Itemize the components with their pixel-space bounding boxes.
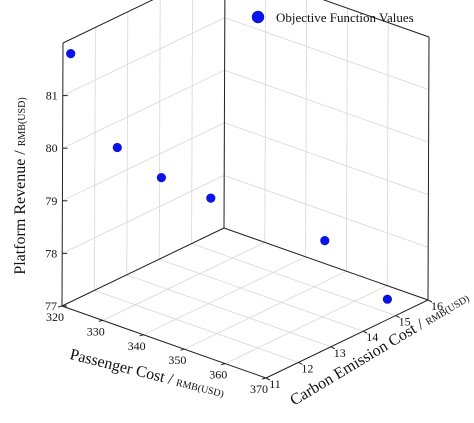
x-tick-label: 330 [87,324,105,338]
grid-line-floor-x [225,285,388,364]
back-floor-edge [61,227,225,307]
x-tick-label: 370 [250,382,268,396]
x-tick-label: 350 [168,353,186,367]
z-axis-title: Platform Revenue / RMB(USD) [12,97,29,274]
grid-line-floor-y [126,274,331,348]
grid-line-sidewall-z [62,69,225,149]
grid-line-backwall-x [264,0,267,243]
back-floor-edge-2 [223,227,429,301]
x-tick-mark [139,334,144,337]
grid-line-floor-x [102,242,265,321]
grid-line-backwall-z [224,17,429,90]
grid-line-backwall-x [345,8,348,272]
x-tick-mark [221,363,226,366]
grid-line-sidewall-y [126,11,129,275]
data-point [382,294,392,304]
grid-line-backwall-z [224,175,429,248]
legend: Objective Function Values [251,10,414,25]
z-axis-unit: RMB(USD) [17,97,28,146]
x-axis-label: Passenger Cost [68,346,167,386]
x-tick-label: 360 [209,368,227,382]
y-tick-label: 14 [366,330,378,344]
z-tick-label: 78 [45,246,57,260]
axis-ticks: 320 330 340 350 360 370 11 12 13 14 15 16 77 78 79 80 81 [45,89,443,396]
z-axis-line [61,42,64,307]
grid-line-floor-x [143,256,306,336]
grid-line-sidewall-y [158,0,161,260]
grid-line-sidewall-z [62,175,225,254]
x-tick-mark [261,377,267,380]
legend-label: Objective Function Values [276,10,414,25]
grid-line-backwall-x [386,22,389,286]
x-tick-mark [180,348,185,351]
y-tick-mark [427,299,433,303]
y-tick-label: 16 [431,299,443,313]
top-back-edge [322,0,430,38]
y-tick-mark [395,315,400,319]
right-vertical-edge [427,36,430,301]
y-tick-mark [362,330,368,334]
y-axis-title: Carbon Emission Cost / RMB(USD) [287,289,472,409]
plot-box [61,0,430,379]
grid-line-sidewall-y [191,0,193,244]
y-tick-mark [330,346,336,350]
data-point [320,236,330,246]
x-axis-line [61,305,267,379]
svg-text:Carbon Emission Cost: Carbon Emission Cost / RMB(USD) [287,289,472,409]
grid-lines [61,0,430,379]
top-left-edge [62,0,154,44]
x-tick-mark [57,305,63,308]
x-tick-mark [98,319,103,322]
grid-line-floor-y [191,243,396,316]
grid-line-floor-y [94,290,299,363]
grid-line-backwall-z [224,69,429,143]
x-tick-label: 340 [128,339,146,353]
z-axis-label: Platform Revenue [12,159,29,275]
y-tick-label: 13 [334,346,346,360]
z-tick-label: 79 [45,194,57,208]
y-tick-mark [298,361,303,365]
y-tick-label: 15 [399,315,411,329]
svg-text:Passenger Cost /: Passenger Cost / RMB(USD) [68,346,226,401]
back-vertical-edge [223,0,226,229]
y-axis-line [265,299,429,379]
x-tick-label: 320 [46,310,64,324]
x-axis-title: Passenger Cost / RMB(USD) [68,346,226,401]
grid-line-sidewall-y [94,27,96,291]
grid-line-backwall-z [224,122,429,196]
data-points [66,49,392,304]
legend-marker [251,10,265,24]
y-tick-label: 12 [301,361,313,375]
y-tick-mark [265,377,271,381]
grid-line-sidewall-z [62,17,225,96]
grid-line-sidewall-z [62,122,225,202]
z-tick-label: 77 [45,299,57,313]
data-point [66,49,76,59]
data-point [156,173,166,183]
data-point [112,142,122,153]
grid-line-floor-x [184,270,347,350]
z-tick-label: 80 [46,141,58,155]
grid-line-floor-y [159,258,364,332]
grid-line-backwall-x [305,0,307,257]
data-point [206,193,216,203]
y-tick-label: 11 [269,377,281,391]
svg-text:Platform Revenue /: Platform Revenue / RMB(USD) [12,97,29,274]
z-tick-label: 81 [46,89,58,103]
